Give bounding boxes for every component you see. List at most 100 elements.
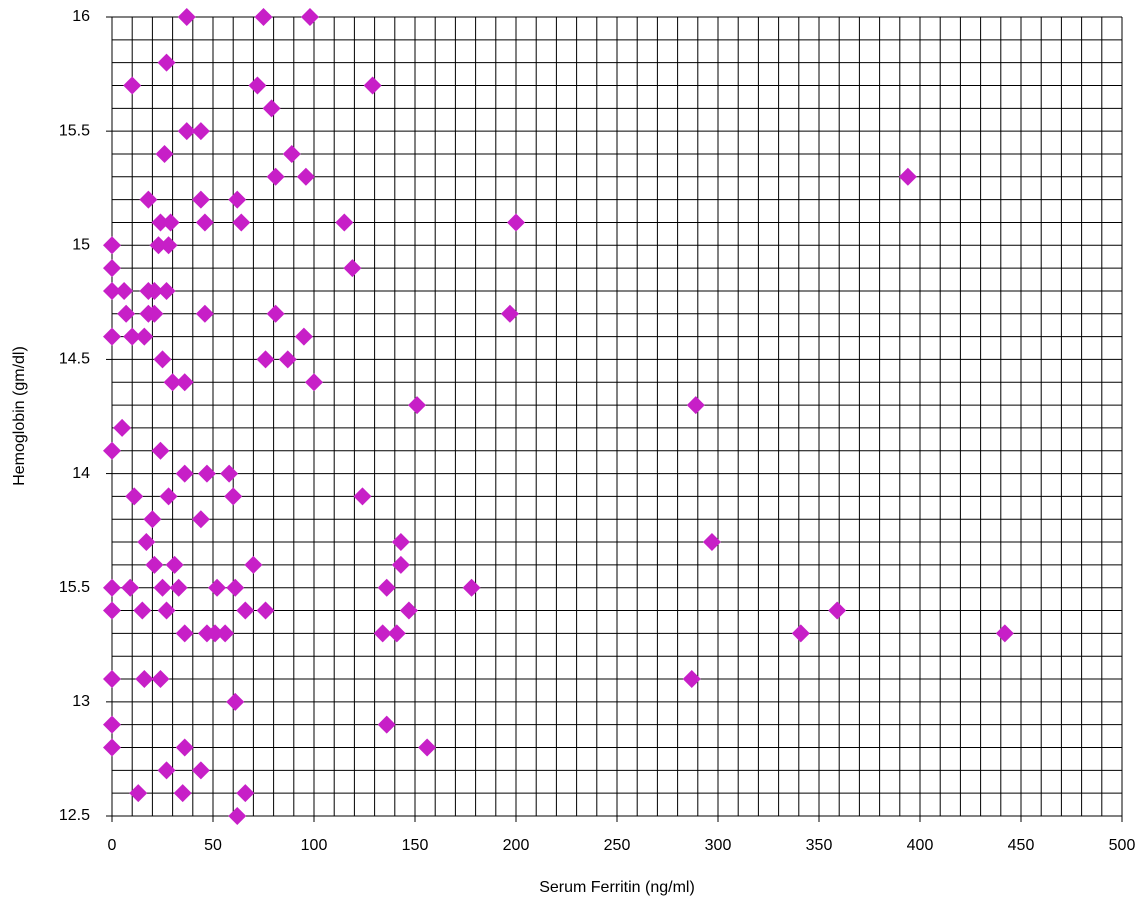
point [387, 624, 406, 643]
point [129, 784, 148, 803]
point [103, 281, 121, 300]
point [177, 122, 196, 141]
point [135, 670, 154, 689]
point [262, 99, 281, 118]
point [206, 624, 225, 643]
point [353, 487, 372, 506]
x-tick-label: 450 [1008, 837, 1035, 854]
point [159, 236, 178, 255]
point [155, 144, 174, 163]
point [236, 601, 255, 620]
x-tick-label: 500 [1109, 837, 1136, 854]
point [343, 259, 362, 278]
point [165, 555, 184, 574]
point [103, 715, 121, 734]
point [197, 464, 216, 483]
y-tick-label: 15.5 [59, 122, 90, 139]
point [157, 53, 176, 72]
point [220, 464, 239, 483]
point [191, 190, 210, 209]
point [377, 715, 396, 734]
y-tick-label: 14.5 [59, 351, 90, 368]
point [151, 213, 170, 232]
point [173, 784, 192, 803]
point [226, 578, 245, 597]
point [254, 8, 273, 26]
point [373, 624, 392, 643]
point [177, 8, 196, 26]
point [191, 510, 210, 529]
point [103, 259, 121, 278]
point [159, 487, 178, 506]
point [169, 578, 188, 597]
point [139, 190, 158, 209]
point [228, 807, 247, 825]
point [208, 578, 227, 597]
x-tick-label: 350 [806, 837, 833, 854]
point [363, 76, 382, 95]
point [125, 487, 144, 506]
point [507, 213, 525, 232]
point [248, 76, 267, 95]
point [117, 304, 136, 323]
point [157, 761, 176, 780]
point [282, 144, 301, 163]
point [161, 213, 180, 232]
point [175, 624, 194, 643]
point [145, 304, 164, 323]
point [123, 327, 142, 346]
point [103, 236, 121, 255]
y-tick-label: 15.5 [59, 579, 90, 596]
point [195, 213, 214, 232]
point [145, 555, 164, 574]
point [103, 327, 121, 346]
point [133, 601, 152, 620]
point [702, 533, 721, 552]
x-tick-label: 0 [108, 837, 117, 854]
point [828, 601, 847, 620]
point [191, 122, 210, 141]
point [137, 533, 156, 552]
point [195, 304, 214, 323]
point [300, 8, 319, 26]
point [408, 396, 427, 415]
point [123, 76, 142, 95]
point [175, 738, 194, 757]
point [175, 464, 194, 483]
y-tick-label: 16 [72, 8, 90, 25]
x-tick-label: 300 [705, 837, 732, 854]
point [391, 533, 410, 552]
point [256, 350, 275, 369]
x-tick-label: 50 [204, 837, 222, 854]
x-axis-label: Serum Ferritin (ng/ml) [539, 879, 695, 896]
point [103, 441, 121, 460]
point [153, 578, 172, 597]
point [115, 281, 134, 300]
point [294, 327, 313, 346]
point [157, 601, 176, 620]
point [151, 670, 170, 689]
x-tick-label: 400 [907, 837, 934, 854]
point [335, 213, 354, 232]
point [143, 510, 162, 529]
point [305, 373, 323, 392]
point [175, 373, 194, 392]
point [236, 784, 255, 803]
x-tick-label: 150 [402, 837, 429, 854]
point [278, 350, 297, 369]
point [682, 670, 701, 689]
point [149, 236, 168, 255]
point [157, 281, 176, 300]
point [256, 601, 275, 620]
point [191, 761, 210, 780]
x-tick-label: 250 [604, 837, 631, 854]
point [995, 624, 1014, 643]
point [103, 601, 121, 620]
point [898, 167, 917, 186]
point [153, 350, 172, 369]
point [391, 555, 410, 574]
x-tick-label: 200 [503, 837, 530, 854]
point [232, 213, 251, 232]
point [686, 396, 705, 415]
